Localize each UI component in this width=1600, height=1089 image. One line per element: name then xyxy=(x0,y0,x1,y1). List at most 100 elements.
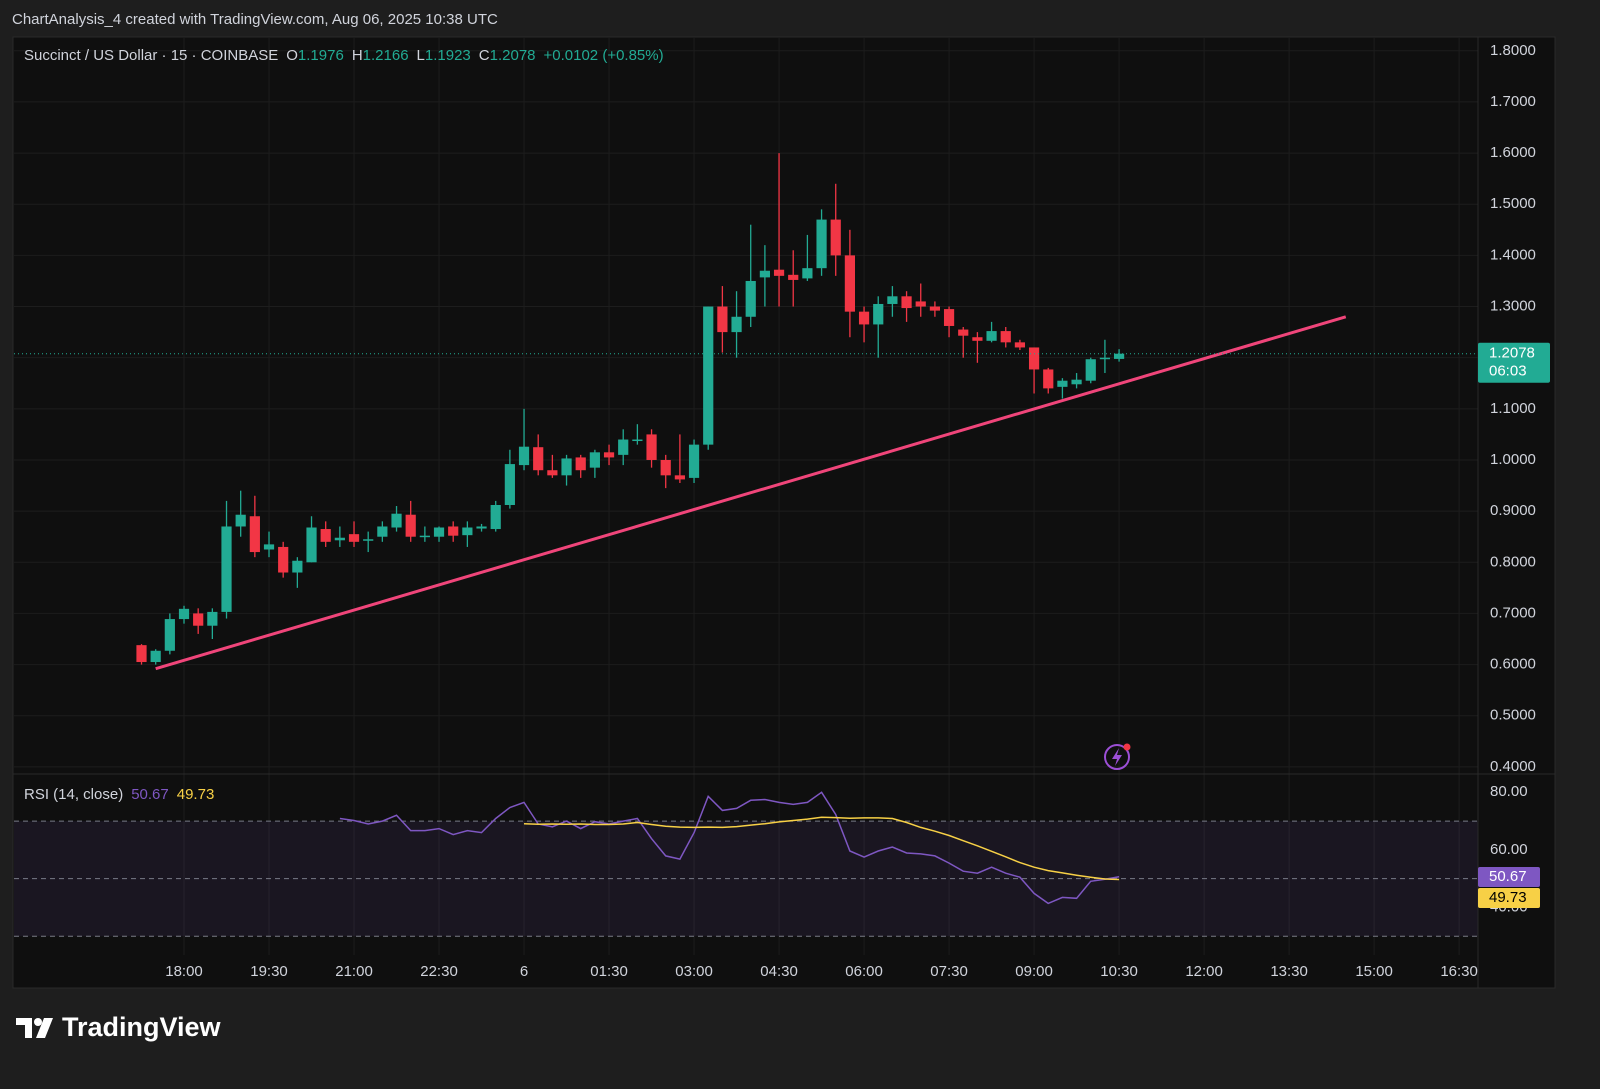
y-tick-label: 0.4000 xyxy=(1490,758,1536,775)
candle-body xyxy=(1057,380,1068,387)
candle-body xyxy=(1071,379,1082,385)
y-tick-label: 0.6000 xyxy=(1490,656,1536,673)
candle-body xyxy=(646,434,657,460)
candle-body xyxy=(788,274,799,280)
candle-body xyxy=(759,270,770,278)
candle-body xyxy=(334,537,345,541)
candle-body xyxy=(844,255,855,312)
y-tick-label: 0.9000 xyxy=(1490,502,1536,519)
y-tick-label: 1.8000 xyxy=(1490,42,1536,59)
candle-body xyxy=(632,439,643,442)
candle-body xyxy=(1043,369,1054,389)
countdown: 06:03 xyxy=(1489,363,1527,380)
candle-body xyxy=(929,306,941,311)
rsi-tag-label: 49.73 xyxy=(1489,889,1527,906)
ohlc-value: 1.2166 xyxy=(363,47,409,64)
x-tick-label: 18:00 xyxy=(165,963,203,980)
price-tag xyxy=(1478,342,1550,383)
candle-body xyxy=(858,311,870,325)
x-tick-label: 10:30 xyxy=(1100,963,1138,980)
y-tick-label: 1.0000 xyxy=(1490,451,1536,468)
candle-body xyxy=(377,526,388,537)
candle-body xyxy=(688,444,700,478)
x-tick-label: 21:00 xyxy=(335,963,373,980)
candle-body xyxy=(235,514,246,527)
candle-body xyxy=(292,560,303,573)
candle-body xyxy=(348,534,360,542)
brand-logo xyxy=(16,1018,53,1038)
x-tick-label: 13:30 xyxy=(1270,963,1308,980)
candle-body xyxy=(575,457,586,471)
x-tick-label: 19:30 xyxy=(250,963,288,980)
candle-body xyxy=(703,306,714,445)
x-tick-label: 22:30 xyxy=(420,963,458,980)
candle-body xyxy=(1113,353,1125,359)
candle-body xyxy=(363,539,374,541)
candle-body xyxy=(745,280,756,317)
ohlc-label: C xyxy=(479,47,490,64)
candle-body xyxy=(433,527,445,537)
x-tick-label: 16:30 xyxy=(1440,963,1478,980)
rsi-line xyxy=(523,816,1120,881)
y-tick-label: 80.00 xyxy=(1490,783,1528,800)
price-tag-label: 1.2078 xyxy=(1489,345,1535,362)
y-tick-label: 0.7000 xyxy=(1490,604,1536,621)
y-tick-label: 1.1000 xyxy=(1490,400,1536,417)
ohlc-label: O xyxy=(286,47,298,64)
candle-body xyxy=(221,526,232,612)
y-tick-label: 0.8000 xyxy=(1490,553,1536,570)
candle-body xyxy=(986,331,997,341)
candle-body xyxy=(136,645,147,663)
candle-body xyxy=(660,459,671,476)
candle-body xyxy=(802,268,813,279)
candle-body xyxy=(405,514,416,537)
symbol-title: Succinct / US Dollar · 15 · COINBASE xyxy=(24,47,278,64)
candle-body xyxy=(830,219,841,256)
x-tick-label: 6 xyxy=(520,963,528,980)
candle-body xyxy=(150,650,161,663)
rsi-ma-value: 49.73 xyxy=(177,786,215,803)
rsi-legend: RSI (14, close) 50.67 49.73 xyxy=(24,786,214,803)
candle-body xyxy=(674,475,685,480)
candle-body xyxy=(207,611,218,626)
candle-body xyxy=(547,470,558,476)
candle-body xyxy=(717,306,728,333)
rsi-tag xyxy=(1478,867,1540,887)
candle-body xyxy=(306,527,317,563)
candle-body xyxy=(589,452,600,468)
x-tick-label: 03:00 xyxy=(675,963,713,980)
plot-layer xyxy=(14,38,1478,955)
candle-body xyxy=(561,458,572,476)
candle-body xyxy=(448,526,459,536)
rsi-line xyxy=(339,791,1120,905)
candle-body xyxy=(816,219,827,269)
x-tick-label: 09:00 xyxy=(1015,963,1053,980)
candle-body xyxy=(943,309,955,326)
candle-body xyxy=(1028,347,1040,370)
ohlc-label: H xyxy=(352,47,363,64)
candle-body xyxy=(193,613,204,626)
candle-body xyxy=(419,535,430,538)
ohlc-value: 1.1976 xyxy=(298,47,344,64)
candle-body xyxy=(320,529,331,542)
alert-icon xyxy=(1104,743,1131,770)
y-tick-label: 60.00 xyxy=(1490,841,1528,858)
candle-body xyxy=(476,526,487,529)
y-tick-label: 1.3000 xyxy=(1490,298,1536,315)
trendline xyxy=(155,315,1347,671)
ohlc-value: 1.2078 xyxy=(490,47,536,64)
candle-body xyxy=(1085,359,1096,381)
candle-body xyxy=(901,296,912,309)
y-tick-label: 1.4000 xyxy=(1490,246,1536,263)
candle-body xyxy=(618,439,629,455)
rsi-tag-label: 50.67 xyxy=(1489,868,1527,885)
candle-body xyxy=(391,513,402,528)
candle-body xyxy=(533,447,544,471)
candle-body xyxy=(915,301,926,307)
candle-body xyxy=(731,316,742,333)
candle-body xyxy=(972,337,983,341)
candle-body xyxy=(164,619,175,651)
candle-body xyxy=(958,329,969,336)
